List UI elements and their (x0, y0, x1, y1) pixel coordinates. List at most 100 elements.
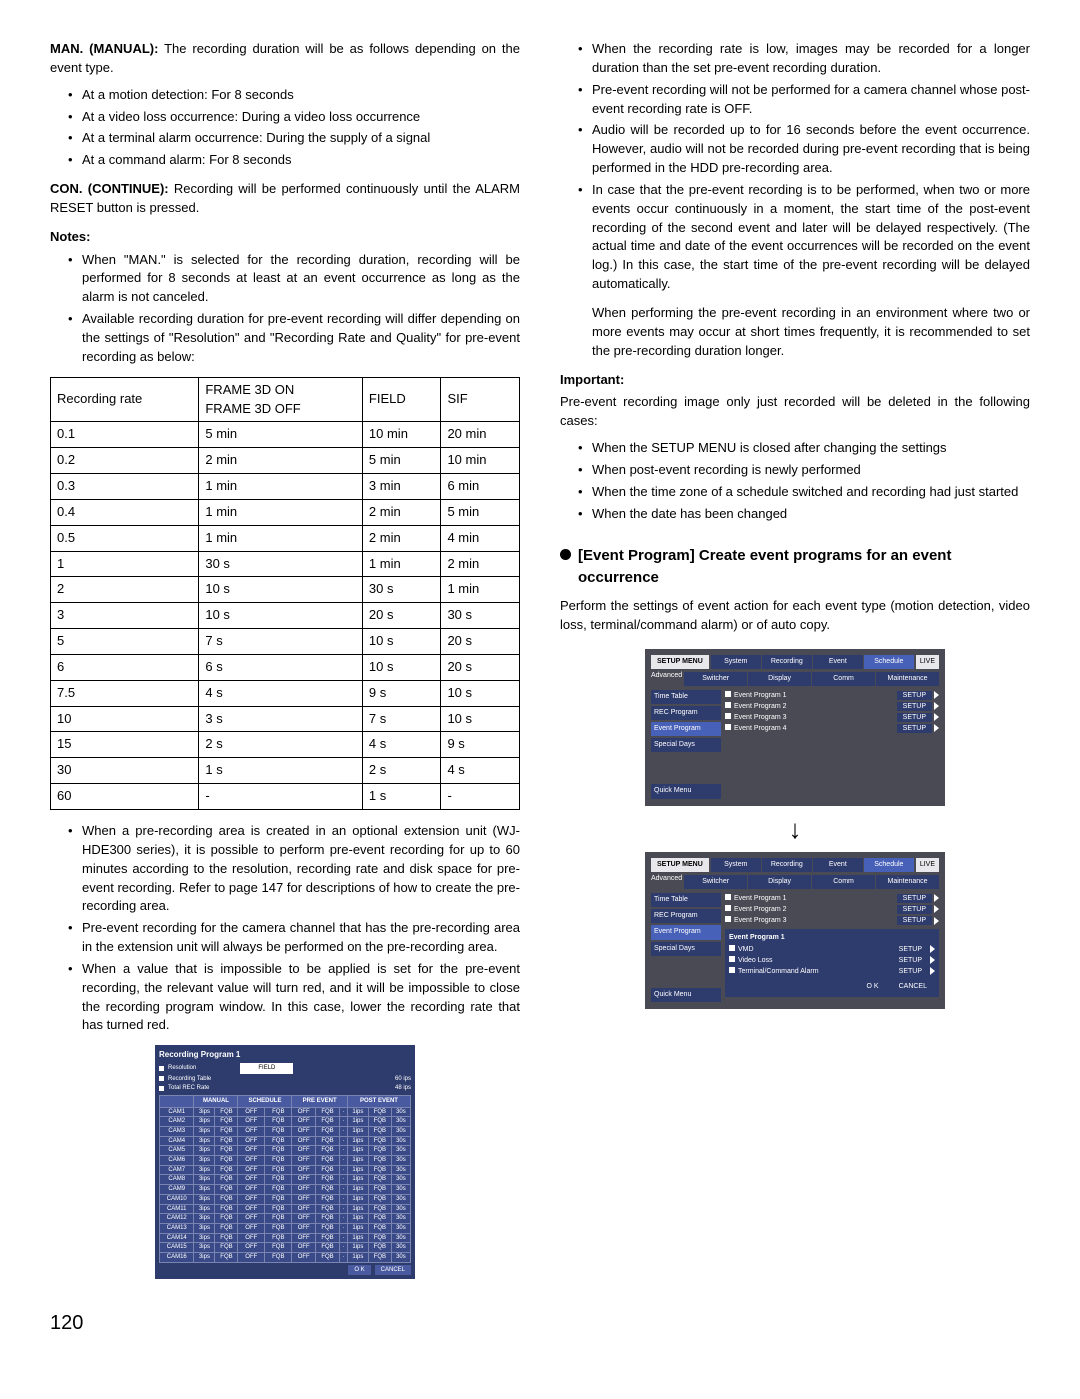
cell: 9 s (441, 732, 520, 758)
rec-table-label: Recording Table (168, 1075, 211, 1084)
important-bullet: When the time zone of a schedule switche… (578, 483, 1030, 502)
triangle-icon (934, 905, 939, 913)
cell: 5 min (441, 499, 520, 525)
grp: MANUAL (194, 1095, 238, 1107)
tab-schedule[interactable]: Schedule (864, 655, 914, 669)
grp: PRE EVENT (292, 1095, 347, 1107)
cell: 2 min (199, 448, 363, 474)
total-label: Total REC Rate (168, 1084, 209, 1093)
cell: 2 min (441, 551, 520, 577)
setup-button[interactable]: SETUP (897, 894, 932, 903)
cell: 7 s (199, 629, 363, 655)
ok-button[interactable]: O K (859, 981, 887, 993)
setup-button[interactable]: SETUP (897, 905, 932, 914)
ep-label: Event Program 4 (734, 725, 787, 732)
cell: 3 min (362, 474, 441, 500)
setup-button[interactable]: SETUP (897, 724, 932, 733)
triangle-icon (934, 724, 939, 732)
square-icon (729, 956, 735, 962)
man-para: MAN. (MANUAL): The recording duration wi… (50, 40, 520, 78)
man-bullet: At a video loss occurrence: During a vid… (68, 108, 520, 127)
side-rec-program[interactable]: REC Program (651, 706, 721, 720)
tab-maintenance[interactable]: Maintenance (876, 875, 939, 889)
cell: 7.5 (51, 680, 199, 706)
cell: 1 s (199, 758, 363, 784)
cell: 10 (51, 706, 199, 732)
side-rec-program[interactable]: REC Program (651, 909, 721, 923)
ok-button[interactable]: O K (348, 1265, 370, 1276)
cell: 10 s (362, 654, 441, 680)
cell: 15 (51, 732, 199, 758)
tab-switcher[interactable]: Switcher (684, 672, 747, 686)
cell: 9 s (362, 680, 441, 706)
tab-maintenance[interactable]: Maintenance (876, 672, 939, 686)
tab-recording[interactable]: Recording (762, 655, 812, 669)
square-icon (725, 691, 731, 697)
cell: 30 s (441, 603, 520, 629)
setup-button[interactable]: SETUP (897, 916, 932, 925)
square-icon (729, 967, 735, 973)
tab-schedule[interactable]: Schedule (864, 858, 914, 872)
tab-comm[interactable]: Comm (812, 875, 875, 889)
cell: 30 s (362, 577, 441, 603)
square-icon (159, 1086, 164, 1091)
event-program-heading: [Event Program] Create event programs fo… (560, 545, 1030, 589)
recording-program-screenshot: Recording Program 1 ResolutionFIELD Reco… (155, 1045, 415, 1279)
tab-event[interactable]: Event (813, 655, 863, 669)
triangle-icon (934, 691, 939, 699)
tab-display[interactable]: Display (748, 875, 811, 889)
quick-menu[interactable]: Quick Menu (651, 988, 721, 1002)
triangle-icon (934, 917, 939, 925)
tab-recording[interactable]: Recording (762, 858, 812, 872)
man-bullet: At a terminal alarm occurrence: During t… (68, 129, 520, 148)
side-time-table[interactable]: Time Table (651, 690, 721, 704)
cell: 6 min (441, 474, 520, 500)
tab-system[interactable]: System (711, 858, 761, 872)
side-event-program[interactable]: Event Program (651, 925, 721, 939)
cell: 6 (51, 654, 199, 680)
setup-button[interactable]: SETUP (893, 967, 928, 976)
ep-label: Event Program 1 (734, 895, 787, 902)
side-time-table[interactable]: Time Table (651, 893, 721, 907)
grp: POST EVENT (347, 1095, 410, 1107)
setup-button[interactable]: SETUP (893, 956, 928, 965)
left-column: MAN. (MANUAL): The recording duration wi… (50, 40, 520, 1279)
square-icon (725, 724, 731, 730)
tab-switcher[interactable]: Switcher (684, 875, 747, 889)
th-frame: FRAME 3D ON FRAME 3D OFF (199, 377, 363, 422)
cancel-button[interactable]: CANCEL (891, 981, 935, 993)
grp: SCHEDULE (238, 1095, 292, 1107)
tab-display[interactable]: Display (748, 672, 811, 686)
setup-button[interactable]: SETUP (897, 691, 932, 700)
setup-menu-title: SETUP MENU (651, 858, 709, 872)
side-special-days[interactable]: Special Days (651, 942, 721, 956)
cell: 10 s (441, 706, 520, 732)
submenu-title: Event Program 1 (729, 933, 935, 943)
side-event-program[interactable]: Event Program (651, 722, 721, 736)
cancel-button[interactable]: CANCEL (375, 1265, 411, 1276)
event-program-text: Perform the settings of event action for… (560, 597, 1030, 635)
setup-button[interactable]: SETUP (893, 945, 928, 954)
tab-system[interactable]: System (711, 655, 761, 669)
right-bullet: In case that the pre-event recording is … (578, 181, 1030, 294)
quick-menu[interactable]: Quick Menu (651, 784, 721, 798)
cell: 0.1 (51, 422, 199, 448)
setup-button[interactable]: SETUP (897, 702, 932, 711)
advanced-label[interactable]: Advanced (651, 671, 682, 686)
cell: 0.2 (51, 448, 199, 474)
setup-button[interactable]: SETUP (897, 713, 932, 722)
man-label: MAN. (MANUAL): (50, 41, 158, 56)
side-special-days[interactable]: Special Days (651, 738, 721, 752)
cell: 30 (51, 758, 199, 784)
tab-event[interactable]: Event (813, 858, 863, 872)
cell: 0.4 (51, 499, 199, 525)
man-bullets: At a motion detection: For 8 seconds At … (50, 86, 520, 170)
setup-menu-1: SETUP MENU System Recording Event Schedu… (645, 649, 945, 806)
important-bullets: When the SETUP MENU is closed after chan… (560, 439, 1030, 523)
advanced-label[interactable]: Advanced (651, 874, 682, 889)
cell: 20 s (362, 603, 441, 629)
ep-label: Event Program 3 (734, 714, 787, 721)
tab-comm[interactable]: Comm (812, 672, 875, 686)
after-bullet: Pre-event recording for the camera chann… (68, 919, 520, 957)
square-icon (159, 1076, 164, 1081)
